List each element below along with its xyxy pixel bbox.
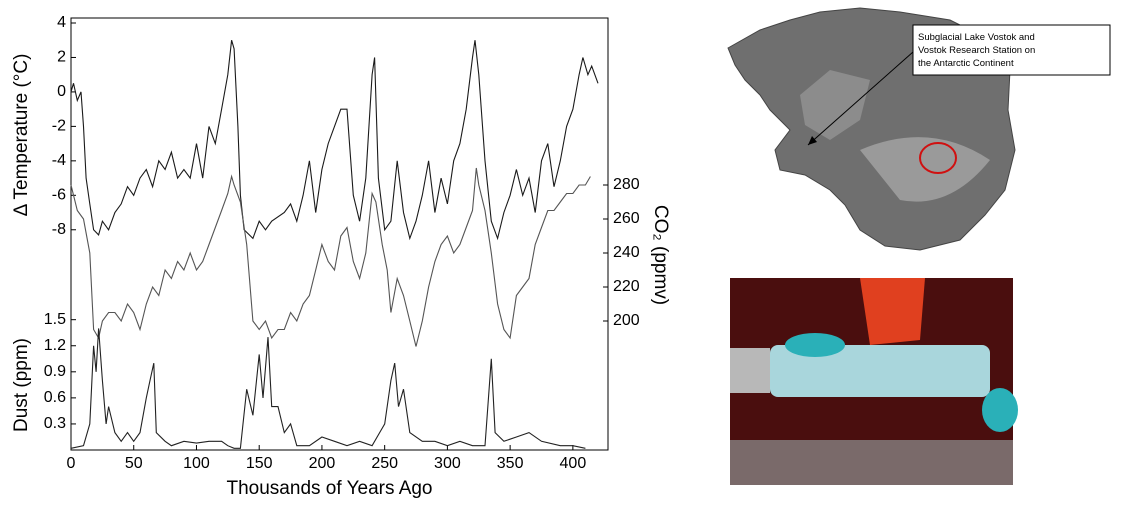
annotation-line: Vostok Research Station on — [918, 45, 1035, 56]
y-tick-label: -4 — [52, 152, 66, 169]
x-tick-label: 100 — [183, 455, 210, 472]
annotation-line: the Antarctic Continent — [918, 58, 1014, 69]
y-tick-label: 0.9 — [44, 363, 66, 380]
lake-marker — [919, 142, 957, 174]
x-tick-label: 300 — [434, 455, 461, 472]
x-tick-label: 350 — [497, 455, 524, 472]
x-tick-label: 150 — [246, 455, 273, 472]
y-tick-label: -8 — [52, 221, 66, 238]
glove — [982, 388, 1018, 432]
y-axis-label: Dust (ppm) — [11, 338, 32, 432]
data-line — [70, 328, 586, 449]
x-tick-label: 200 — [309, 455, 336, 472]
x-tick-label: 250 — [371, 455, 398, 472]
x-tick-label: 0 — [67, 455, 76, 472]
plot-frame — [70, 17, 609, 451]
x-tick-label: 400 — [560, 455, 587, 472]
ice-chips — [730, 440, 1013, 485]
y-tick-label: 0.6 — [44, 389, 66, 406]
y-axis-label: CO₂ (ppmv) — [650, 205, 671, 305]
y-tick-label: 260 — [613, 210, 640, 227]
y-tick-label: 4 — [57, 14, 66, 31]
data-line — [70, 167, 591, 347]
ice-core-photo — [730, 278, 1018, 485]
annotation-box — [912, 24, 1111, 76]
ice-shelf — [800, 70, 870, 140]
pointer-arrow — [807, 51, 914, 146]
y-tick-label: 0 — [57, 83, 66, 100]
y-tick-label: 240 — [613, 244, 640, 261]
y-tick-label: 200 — [613, 312, 640, 329]
y-tick-label: 220 — [613, 278, 640, 295]
y-tick-label: -2 — [52, 118, 66, 135]
y-tick-label: 2 — [57, 49, 66, 66]
y-tick-label: 0.3 — [44, 415, 66, 432]
annotation-line: Subglacial Lake Vostok and — [918, 32, 1035, 43]
y-tick-label: 1.2 — [44, 337, 66, 354]
antarctica-map: Subglacial Lake Vostok and Vostok Resear… — [727, 7, 1111, 251]
arrow-head — [808, 136, 817, 145]
y-axis-label: Δ Temperature (°C) — [11, 54, 32, 217]
data-line — [70, 40, 599, 241]
ice-core — [770, 345, 990, 397]
y-tick-label: -6 — [52, 187, 66, 204]
glove — [785, 333, 845, 357]
x-axis-label: Thousands of Years Ago — [227, 478, 433, 499]
y-tick-label: 1.5 — [44, 311, 66, 328]
drill-barrel — [730, 348, 770, 393]
sleeve — [860, 278, 925, 345]
x-tick-label: 50 — [125, 455, 143, 472]
y-tick-label: 280 — [613, 176, 640, 193]
